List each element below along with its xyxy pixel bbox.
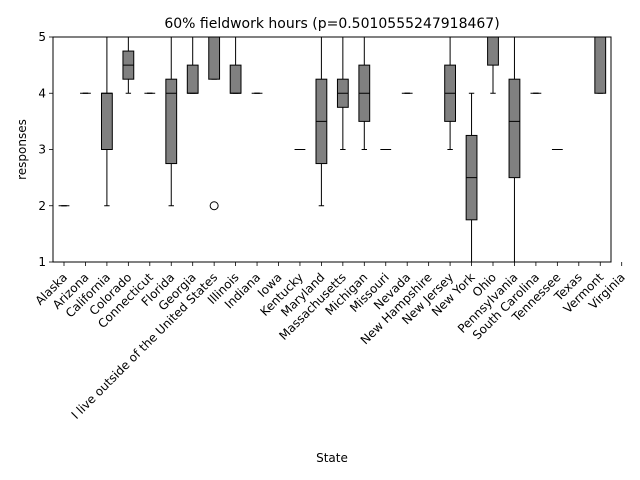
box-body	[186, 64, 199, 94]
y-tick-label: 4	[38, 86, 46, 100]
axes-frame	[52, 36, 612, 263]
y-axis-label: responses	[15, 119, 29, 180]
y-tick-label: 3	[38, 143, 46, 157]
y-tick-label: 1	[38, 255, 46, 269]
box-body	[208, 36, 221, 80]
plot-area: 12345AlaskaArizonaCaliforniaColoradoConn…	[32, 30, 627, 422]
x-axis-label: State	[316, 451, 348, 465]
outlier-point	[209, 201, 219, 211]
y-tick-label: 2	[38, 199, 46, 213]
chart-title: 60% fieldwork hours (p=0.501055524791846…	[164, 16, 499, 32]
box-body	[229, 64, 242, 94]
box-body	[508, 78, 521, 179]
box-body	[165, 78, 178, 165]
box-body	[594, 36, 607, 94]
box-body	[101, 92, 113, 150]
y-tick-label: 5	[38, 30, 46, 44]
box-body	[487, 36, 499, 66]
